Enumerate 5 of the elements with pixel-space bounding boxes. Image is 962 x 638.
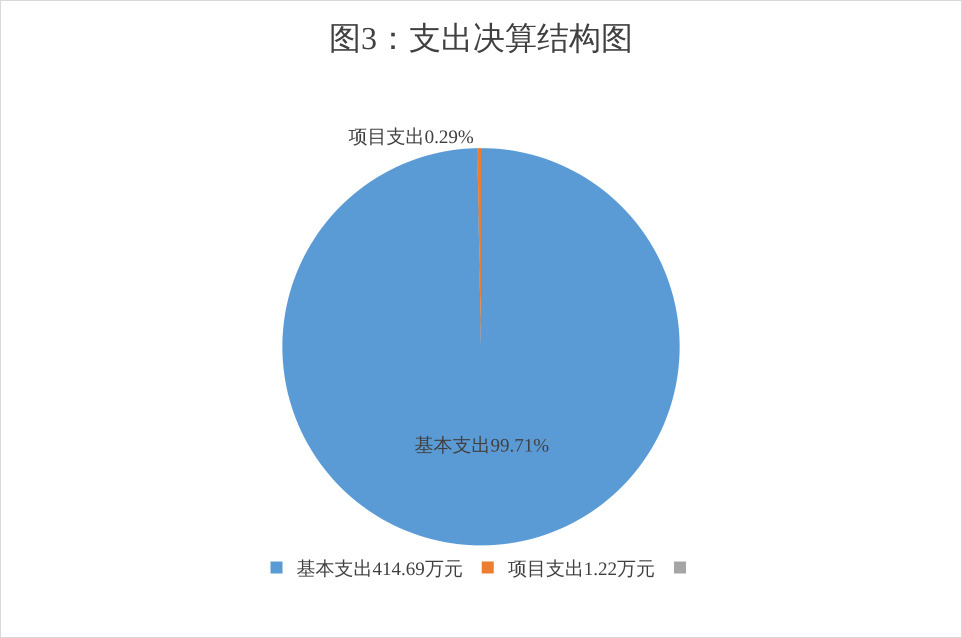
- data-label: 基本支出99.71%: [414, 436, 550, 457]
- data-label: 项目支出0.29%: [348, 127, 474, 148]
- chart-title: 图3：支出决算结构图: [329, 20, 633, 56]
- legend-label: 项目支出1.22万元: [508, 558, 655, 580]
- legend-label: 基本支出414.69万元: [296, 558, 463, 580]
